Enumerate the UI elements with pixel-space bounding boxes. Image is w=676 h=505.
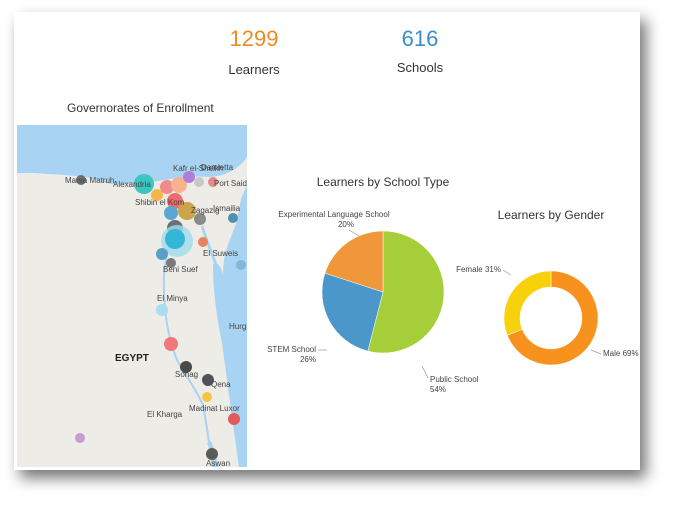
label-el-minya: El Minya bbox=[157, 294, 188, 303]
mediterranean-sea bbox=[17, 125, 247, 185]
bubble-el-suweis[interactable] bbox=[198, 237, 208, 247]
gender-slice-female[interactable] bbox=[503, 270, 552, 336]
bubble-port-said[interactable] bbox=[208, 177, 218, 187]
label-ismailia: Ismailia bbox=[213, 204, 241, 213]
leader-experimental bbox=[348, 229, 360, 237]
bubble-sharqia[interactable] bbox=[178, 202, 196, 220]
label-damietta: Damietta bbox=[201, 163, 234, 172]
label-kafr-el-sheikh: Kafr el-Sheikh bbox=[173, 164, 223, 173]
red-sea bbox=[213, 185, 247, 467]
label-experimental-school-pct: 20% bbox=[338, 220, 354, 229]
bubble-beheira[interactable] bbox=[160, 180, 174, 194]
bubble-marsa-matruh[interactable] bbox=[76, 175, 86, 185]
label-port-said: Port Said bbox=[214, 179, 247, 188]
bubble-alexandria-2[interactable] bbox=[151, 189, 163, 201]
label-qena: Qena bbox=[211, 380, 231, 389]
bubble-asyut[interactable] bbox=[164, 337, 178, 351]
learners-count: 1299 bbox=[229, 26, 279, 51]
bubble-alexandria[interactable] bbox=[134, 174, 154, 194]
bubble-menoufia[interactable] bbox=[164, 206, 178, 220]
school-type-slice-experimental-language-school[interactable] bbox=[324, 230, 384, 293]
school-type-pie[interactable] bbox=[321, 230, 445, 354]
bubble-el-minya[interactable] bbox=[156, 304, 168, 316]
label-public-school-pct: 54% bbox=[430, 385, 446, 394]
leader-male bbox=[590, 349, 602, 355]
bubble-damietta[interactable] bbox=[194, 177, 204, 187]
label-alexandria: Alexandria bbox=[113, 180, 151, 189]
label-stem-school: STEM School bbox=[267, 345, 316, 354]
leader-female bbox=[502, 269, 512, 276]
label-shibin-el-kom: Shibin el Kom bbox=[135, 198, 185, 207]
label-el-suweis: El Suweis bbox=[203, 249, 238, 258]
label-experimental-school: Experimental Language School bbox=[278, 210, 389, 219]
label-aswan: Aswan bbox=[206, 459, 230, 467]
country-label: EGYPT bbox=[115, 353, 149, 364]
bubble-sohag[interactable] bbox=[180, 361, 192, 373]
label-el-kharga: El Kharga bbox=[147, 410, 183, 419]
label-marsa-matruh: Marsa Matruh bbox=[65, 176, 114, 185]
bubble-dakahlia[interactable] bbox=[183, 171, 195, 183]
bubble-new-valley[interactable] bbox=[228, 413, 240, 425]
leader-public bbox=[421, 365, 429, 379]
map-canvas[interactable]: Marsa Matruh Alexandria Kafr el-Sheikh D… bbox=[17, 125, 247, 467]
governorate-map[interactable]: Marsa Matruh Alexandria Kafr el-Sheikh D… bbox=[17, 125, 247, 467]
bubble-gharbia[interactable] bbox=[167, 193, 183, 209]
label-hurghada: Hurghada bbox=[229, 322, 247, 331]
bubble-beni-suef[interactable] bbox=[166, 258, 176, 268]
bubble-dakhla[interactable] bbox=[75, 433, 85, 443]
schools-count: 616 bbox=[401, 26, 439, 51]
dashboard-card: 1299 Learners 616 Schools Governorates o… bbox=[14, 12, 640, 470]
label-sohag: Sohag bbox=[175, 370, 198, 379]
school-type-chart-title: Learners by School Type bbox=[317, 175, 450, 189]
schools-label: Schools bbox=[396, 60, 444, 75]
school-type-slice-public-school[interactable] bbox=[367, 230, 445, 354]
bubble-aswan[interactable] bbox=[206, 448, 218, 460]
map-title: Governorates of Enrollment bbox=[67, 101, 214, 115]
label-madinat-luxor: Madinat Luxor bbox=[189, 404, 240, 413]
gender-chart-title: Learners by Gender bbox=[498, 208, 605, 222]
bubble-kafr-el-sheikh[interactable] bbox=[171, 177, 187, 193]
label-public-school: Public School bbox=[430, 375, 479, 384]
label-male: Male 69% bbox=[603, 349, 639, 358]
governorate-bubbles[interactable] bbox=[75, 171, 246, 460]
school-type-slice-stem-school[interactable] bbox=[321, 272, 384, 352]
bubble-fayoum[interactable] bbox=[156, 248, 168, 260]
label-female: Female 31% bbox=[456, 265, 501, 274]
bubble-red-sea-gov[interactable] bbox=[236, 260, 246, 270]
gulf-of-suez bbox=[201, 225, 217, 265]
label-stem-school-pct: 26% bbox=[300, 355, 316, 364]
bubble-qena[interactable] bbox=[202, 374, 214, 386]
charts-layer: Learners by School Type Learners by Gend… bbox=[267, 175, 638, 394]
learners-label: Learners bbox=[228, 62, 280, 77]
bubble-madinat-luxor[interactable] bbox=[202, 392, 212, 402]
label-beni-suef: Beni Suef bbox=[163, 265, 198, 274]
gender-slice-male[interactable] bbox=[506, 270, 599, 366]
gender-donut[interactable] bbox=[503, 270, 599, 366]
bubble-ismailia[interactable] bbox=[194, 213, 206, 225]
bubble-giza[interactable] bbox=[165, 229, 185, 249]
bubble-suez[interactable] bbox=[228, 213, 238, 223]
label-zagazig: Zagazig bbox=[191, 206, 219, 215]
